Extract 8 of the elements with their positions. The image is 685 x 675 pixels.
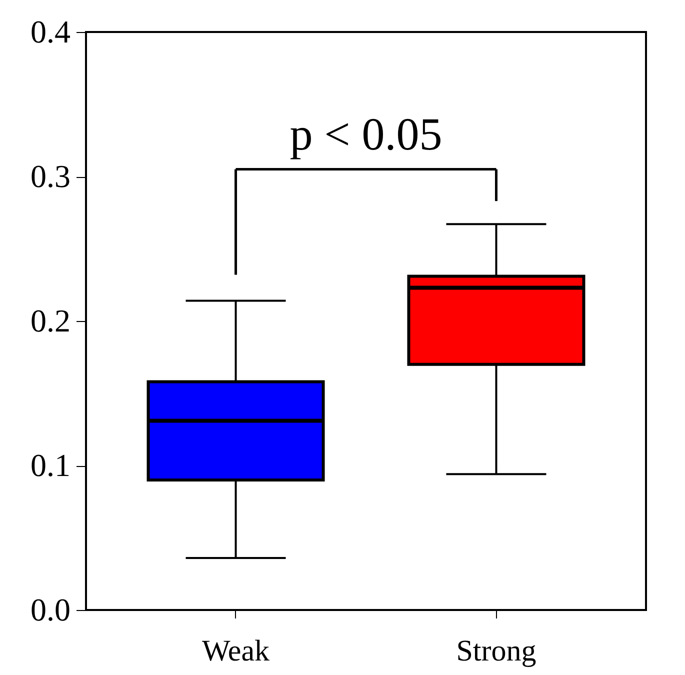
y-tick-label: 0.3: [30, 158, 70, 194]
y-tick-label: 0.1: [30, 447, 70, 483]
x-tick-label: Strong: [456, 634, 536, 668]
y-tick-label: 0.2: [30, 302, 70, 338]
annotation: p < 0.05: [290, 108, 442, 160]
x-tick-label: Weak: [202, 634, 270, 668]
y-tick-label: 0.4: [30, 14, 70, 50]
y-tick-label: 0.0: [30, 592, 70, 628]
